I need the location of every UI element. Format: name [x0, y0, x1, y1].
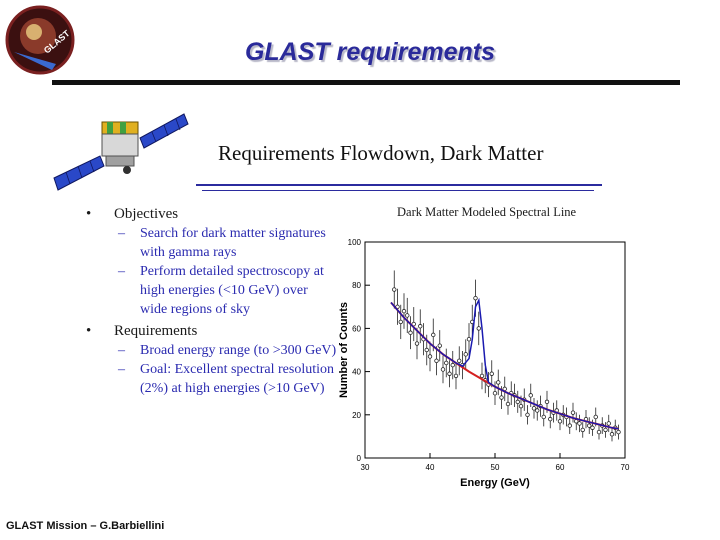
data-point [541, 414, 546, 420]
data-point [411, 321, 416, 327]
y-tick-label: 80 [352, 281, 361, 290]
heading-divider [196, 184, 602, 186]
data-point [424, 347, 429, 353]
x-tick-label: 60 [556, 463, 565, 472]
x-axis-label: Energy (GeV) [460, 477, 530, 489]
y-tick-label: 0 [357, 454, 362, 463]
slide-heading: Requirements Flowdown, Dark Matter [218, 141, 544, 165]
bullet-requirements: • Requirements [86, 323, 198, 339]
data-point [431, 332, 436, 338]
page-title: GLAST requirements [244, 38, 496, 66]
data-point [505, 401, 511, 407]
data-point [544, 399, 550, 405]
bullet-item: – Perform detailed spectroscopy at high e… [118, 264, 324, 317]
data-point [457, 358, 462, 363]
data-point [606, 421, 611, 426]
data-point [405, 313, 410, 318]
data-point [450, 362, 455, 368]
spectral-line-chart: 30 40 50 60 70 0 20 40 60 80 100 Energy (GeV) Numb… [338, 238, 630, 489]
data-point [401, 308, 407, 314]
data-point [489, 371, 494, 376]
bullet-item: – Search for dark matter signatures with … [118, 226, 326, 260]
data-point [528, 393, 533, 398]
data-point [476, 326, 481, 331]
data-point [596, 429, 602, 435]
bullet-item: – Broad energy range (to >300 GeV) [118, 343, 337, 358]
data-point [548, 416, 553, 422]
data-point [434, 358, 439, 363]
y-tick-label: 60 [352, 324, 361, 333]
data-point [580, 427, 585, 433]
data-point [535, 408, 540, 413]
data-point [496, 380, 501, 385]
title-divider [52, 80, 680, 85]
fit-curve-with-line [390, 297, 619, 430]
data-point [499, 395, 504, 400]
data-point [492, 390, 498, 396]
data-point [392, 287, 397, 292]
data-point [567, 423, 572, 428]
data-point [593, 414, 598, 420]
data-point [531, 406, 537, 411]
data-point [453, 373, 459, 379]
data-point [437, 343, 442, 348]
data-point [590, 425, 595, 430]
y-axis-label: Number of Counts [338, 302, 350, 398]
data-point [609, 432, 615, 437]
x-tick-label: 70 [621, 463, 630, 472]
satellite-image [53, 113, 189, 191]
footer-text: GLAST Mission – G.Barbiellini [6, 520, 165, 532]
data-point [557, 419, 563, 424]
heading-divider-thin [202, 190, 594, 191]
data-point [603, 427, 608, 433]
data-point [398, 319, 403, 325]
data-point [414, 341, 420, 346]
x-tick-label: 30 [361, 463, 370, 472]
chart-title: Dark Matter Modeled Spectral Line [397, 205, 577, 219]
data-point [577, 421, 582, 426]
data-point [525, 412, 530, 417]
data-point [616, 429, 621, 435]
data-point [473, 295, 478, 301]
data-point [418, 324, 423, 329]
plot-frame [364, 241, 626, 459]
data-point [447, 371, 452, 376]
data-point [427, 354, 433, 359]
data-point [587, 423, 592, 428]
x-tick-label: 50 [491, 463, 500, 472]
data-point [479, 373, 485, 379]
data-point [515, 399, 520, 405]
x-tick-label: 40 [426, 463, 435, 472]
y-tick-label: 40 [352, 368, 361, 377]
data-point [408, 330, 413, 335]
bullet-item: – Goal: Excellent spectral resolution (2%… [118, 362, 334, 396]
y-tick-label: 100 [348, 238, 362, 247]
data-point [466, 336, 472, 342]
data-point [518, 403, 524, 409]
data-point [463, 352, 468, 357]
data-point [444, 360, 449, 366]
glast-logo: GLAST [5, 5, 75, 75]
bullet-list: • Objectives – Search for dark matter sign… [86, 204, 338, 398]
y-tick-label: 20 [352, 411, 361, 420]
data-point [440, 367, 446, 372]
bullet-objectives: • Objectives [86, 206, 179, 222]
data-point [570, 410, 576, 415]
